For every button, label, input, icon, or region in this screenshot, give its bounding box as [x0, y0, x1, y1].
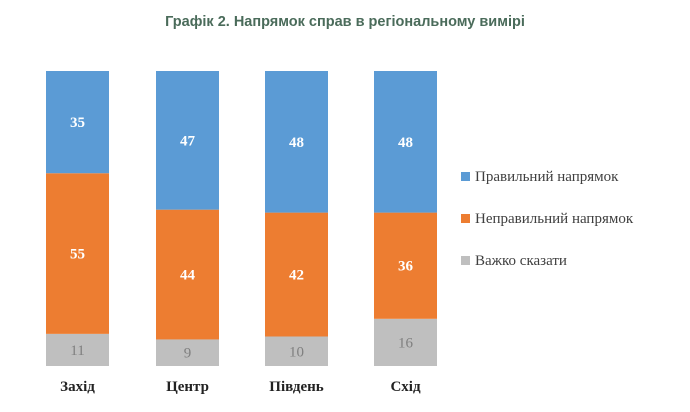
data-label: 48	[398, 135, 413, 151]
data-label: 35	[70, 115, 85, 131]
data-label: 10	[289, 344, 304, 360]
data-label: 55	[70, 247, 85, 263]
category-label: Центр	[166, 379, 209, 395]
data-label: 9	[184, 346, 192, 362]
data-label: 47	[180, 133, 196, 149]
bar-segment-центр-1	[156, 209, 219, 340]
bar-segment-центр-2	[156, 339, 219, 366]
legend-swatch	[461, 214, 470, 223]
legend-swatch	[461, 172, 470, 181]
category-label: Схід	[390, 379, 421, 395]
data-label: 11	[70, 343, 84, 359]
bar-segment-схід-1	[374, 212, 437, 319]
bar-segment-південь-1	[265, 212, 328, 337]
legend-label: Неправильний напрямок	[475, 211, 634, 227]
bar-segment-захід-0	[46, 71, 109, 174]
data-label: 42	[289, 268, 304, 284]
category-label: Південь	[269, 379, 323, 395]
chart-title: Графік 2. Напрямок справ в регіональному…	[165, 14, 525, 30]
data-label: 36	[398, 259, 414, 275]
legend-label: Важко сказати	[475, 253, 567, 269]
bar-segment-схід-0	[374, 71, 437, 213]
bar-segment-захід-2	[46, 333, 109, 366]
legend-swatch	[461, 256, 470, 265]
bar-segment-південь-0	[265, 71, 328, 213]
category-label: Захід	[60, 379, 95, 395]
data-label: 16	[398, 335, 414, 351]
bars-group: 11 55 35 Захід 9 44 47 Центр 10 42 48 Південь 16 36 48…	[46, 71, 437, 395]
legend: Правильний напрямок Неправильний напрямок…	[461, 169, 634, 269]
bar-segment-південь-2	[265, 336, 328, 366]
legend-label: Правильний напрямок	[475, 169, 619, 185]
bar-segment-центр-0	[156, 71, 219, 210]
bar-segment-захід-1	[46, 173, 109, 334]
data-label: 44	[180, 268, 196, 284]
data-label: 48	[289, 135, 304, 151]
bar-segment-схід-2	[374, 318, 437, 366]
